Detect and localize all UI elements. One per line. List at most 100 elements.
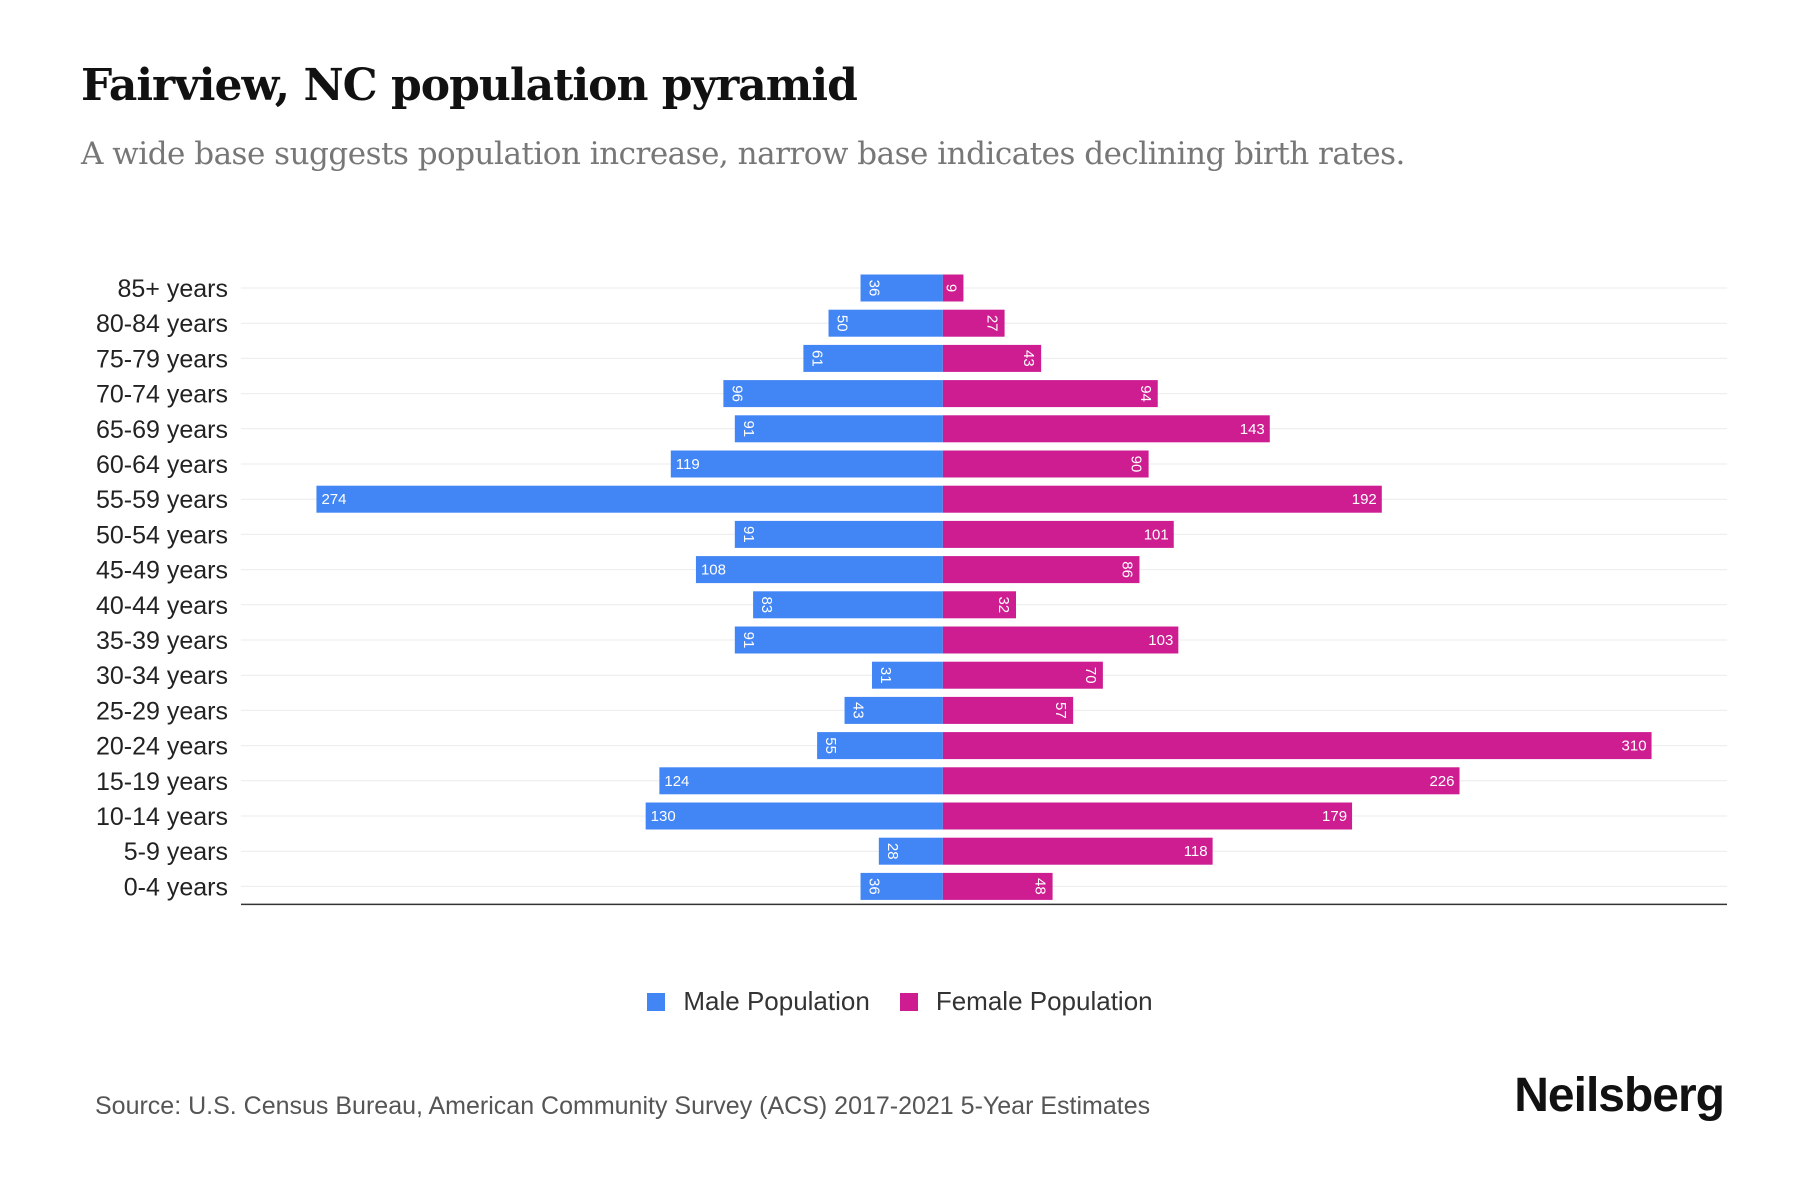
female-bar xyxy=(942,837,1213,865)
female-data-label: 226 xyxy=(1429,773,1454,790)
female-bar xyxy=(942,872,1053,900)
category-label: 85+ years xyxy=(118,275,229,303)
male-data-label: 96 xyxy=(728,385,745,402)
female-data-label: 9 xyxy=(942,284,959,292)
male-bar xyxy=(670,450,943,478)
male-data-label: 28 xyxy=(884,843,901,860)
female-bar xyxy=(942,661,1103,689)
male-bar xyxy=(645,802,943,830)
category-label: 65-69 years xyxy=(96,416,228,444)
female-bar xyxy=(942,767,1460,795)
female-bar xyxy=(942,520,1174,548)
male-data-label: 36 xyxy=(866,280,883,297)
male-data-label: 108 xyxy=(701,562,726,579)
male-data-label: 61 xyxy=(808,350,825,367)
category-label: 35-39 years xyxy=(96,627,228,655)
female-data-label: 103 xyxy=(1148,632,1173,649)
category-label: 70-74 years xyxy=(96,381,228,409)
category-label: 0-4 years xyxy=(124,873,228,901)
male-data-label: 274 xyxy=(321,491,346,508)
female-data-label: 32 xyxy=(995,596,1012,613)
female-data-label: 101 xyxy=(1144,526,1169,543)
female-bar xyxy=(942,344,1042,372)
category-label: 80-84 years xyxy=(96,310,228,338)
category-label: 30-34 years xyxy=(96,662,228,690)
legend-item-female: Female Population xyxy=(899,986,1153,1017)
female-bar xyxy=(942,802,1353,830)
legend: Male Population Female Population xyxy=(0,986,1800,1017)
female-data-label: 118 xyxy=(1184,843,1208,860)
chart-subtitle: A wide base suggests population increase… xyxy=(81,136,1405,172)
female-bar xyxy=(942,380,1158,408)
male-bar xyxy=(871,661,943,689)
male-data-label: 119 xyxy=(676,456,700,473)
female-data-label: 70 xyxy=(1082,667,1099,684)
category-label: 45-49 years xyxy=(96,557,228,585)
male-data-label: 124 xyxy=(664,773,689,790)
female-bar xyxy=(942,309,1005,337)
legend-swatch-male xyxy=(647,992,666,1011)
category-label: 50-54 years xyxy=(96,521,228,549)
male-bar xyxy=(734,626,943,654)
male-data-label: 43 xyxy=(850,702,867,719)
male-bar xyxy=(753,591,943,619)
male-bar xyxy=(659,767,943,795)
male-bar xyxy=(734,415,943,443)
female-bar xyxy=(942,450,1149,478)
male-bar xyxy=(723,380,943,408)
female-bar xyxy=(942,696,1074,724)
male-data-label: 91 xyxy=(740,526,757,543)
category-label: 5-9 years xyxy=(124,838,228,866)
male-bar xyxy=(860,872,943,900)
female-data-label: 48 xyxy=(1032,878,1049,895)
female-data-label: 43 xyxy=(1020,350,1037,367)
male-bar xyxy=(803,344,943,372)
male-data-label: 36 xyxy=(866,878,883,895)
female-data-label: 86 xyxy=(1118,561,1135,578)
male-bar xyxy=(316,485,943,513)
female-data-label: 94 xyxy=(1137,385,1154,402)
category-label: 75-79 years xyxy=(96,345,228,373)
legend-swatch-female xyxy=(899,992,918,1011)
male-bar xyxy=(844,696,943,724)
category-label: 40-44 years xyxy=(96,592,228,620)
male-data-label: 91 xyxy=(740,632,757,649)
male-bar xyxy=(878,837,943,865)
female-data-label: 57 xyxy=(1052,702,1069,719)
category-label: 20-24 years xyxy=(96,733,228,761)
category-label: 60-64 years xyxy=(96,451,228,479)
category-label: 55-59 years xyxy=(96,486,228,514)
category-label: 10-14 years xyxy=(96,803,228,831)
male-bar xyxy=(734,520,943,548)
female-bar xyxy=(942,556,1140,584)
female-bar xyxy=(942,626,1179,654)
legend-label-male: Male Population xyxy=(683,986,870,1016)
male-data-label: 31 xyxy=(877,667,894,684)
female-bar xyxy=(942,732,1652,760)
neilsberg-logo: Neilsberg xyxy=(1514,1069,1725,1122)
female-bar xyxy=(942,274,964,302)
male-data-label: 83 xyxy=(758,596,775,613)
male-data-label: 50 xyxy=(834,315,851,332)
legend-label-female: Female Population xyxy=(935,986,1153,1016)
male-data-label: 91 xyxy=(740,420,757,437)
female-data-label: 90 xyxy=(1128,456,1145,473)
male-bar xyxy=(860,274,943,302)
male-bar xyxy=(828,309,943,337)
female-data-label: 179 xyxy=(1322,808,1347,825)
female-data-label: 27 xyxy=(984,315,1001,332)
category-label: 25-29 years xyxy=(96,697,228,725)
male-data-label: 130 xyxy=(651,808,676,825)
female-data-label: 143 xyxy=(1240,421,1265,438)
chart-title: Fairview, NC population pyramid xyxy=(81,60,858,111)
female-bar xyxy=(942,415,1270,443)
female-data-label: 310 xyxy=(1622,738,1647,755)
source-note: Source: U.S. Census Bureau, American Com… xyxy=(95,1092,1151,1120)
legend-item-male: Male Population xyxy=(647,986,870,1017)
female-bar xyxy=(942,591,1017,619)
male-data-label: 55 xyxy=(822,737,839,754)
male-bar xyxy=(817,732,943,760)
female-bar xyxy=(942,485,1382,513)
category-label: 15-19 years xyxy=(96,768,228,796)
